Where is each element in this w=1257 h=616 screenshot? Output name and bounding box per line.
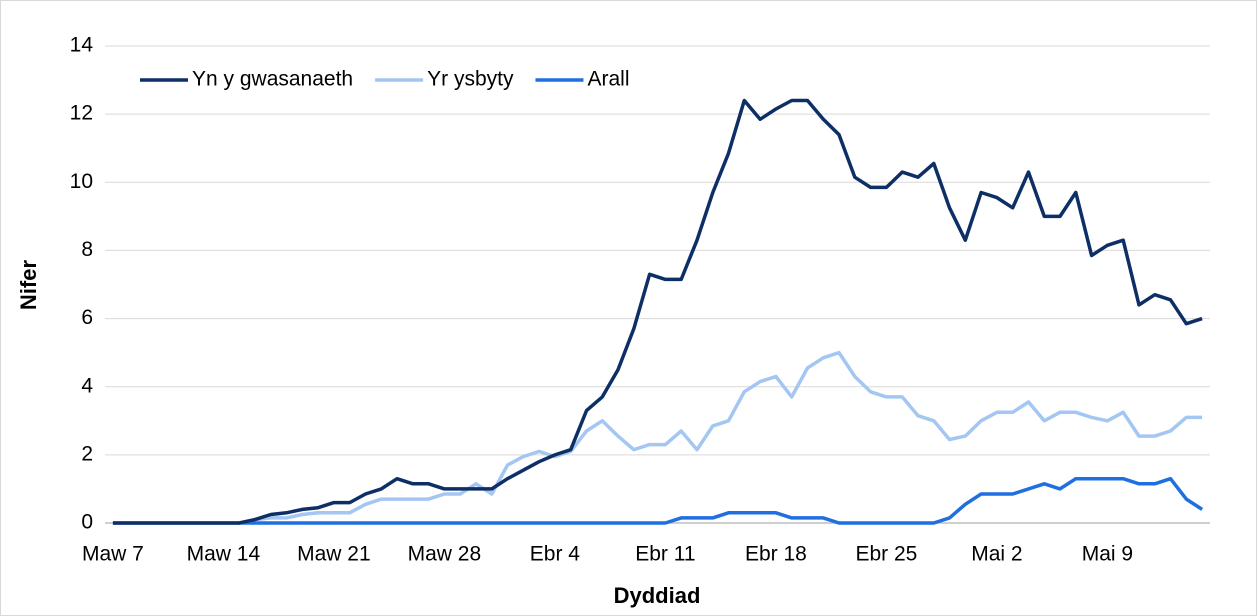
x-tick-label: Mai 2 xyxy=(971,543,1022,566)
y-tick-label: 2 xyxy=(81,442,93,465)
y-tick-label: 14 xyxy=(70,34,94,57)
legend-label: Arall xyxy=(587,68,629,91)
x-tick-label: Maw 28 xyxy=(408,543,482,566)
y-tick-label: 8 xyxy=(81,238,93,261)
y-tick-label: 6 xyxy=(81,306,93,329)
y-tick-label: 12 xyxy=(70,102,93,125)
legend-label: Yr ysbyty xyxy=(427,68,514,91)
legend-label: Yn y gwasanaeth xyxy=(192,68,353,91)
x-axis-label: Dyddiad xyxy=(614,583,701,608)
y-axis-label: Nifer xyxy=(16,260,41,311)
x-tick-label: Ebr 11 xyxy=(635,543,695,566)
y-tick-label: 4 xyxy=(81,374,93,397)
y-tick-label: 10 xyxy=(70,170,93,193)
x-tick-label: Ebr 4 xyxy=(530,543,581,566)
x-tick-label: Maw 21 xyxy=(297,543,371,566)
series-line xyxy=(112,350,1203,525)
series-line xyxy=(112,98,1203,525)
x-tick-label: Maw 14 xyxy=(187,543,261,566)
x-tick-label: Ebr 18 xyxy=(745,543,807,566)
x-tick-label: Maw 7 xyxy=(82,543,144,566)
y-tick-label: 0 xyxy=(81,511,93,534)
x-tick-label: Ebr 25 xyxy=(855,543,917,566)
x-tick-label: Mai 9 xyxy=(1082,543,1133,566)
series-line xyxy=(112,476,1204,525)
